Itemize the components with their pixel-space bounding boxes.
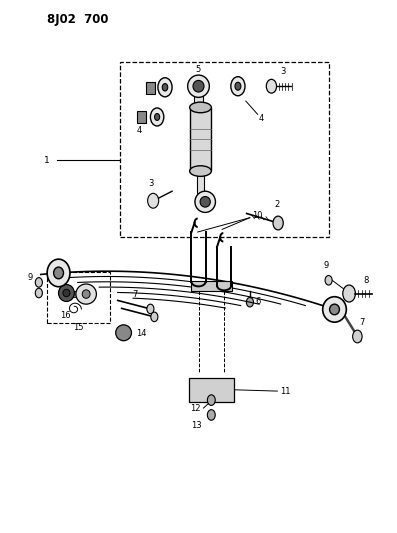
Bar bbox=[146, 82, 155, 94]
Bar bbox=[190, 108, 211, 171]
Bar bbox=[191, 281, 232, 291]
Bar bbox=[197, 171, 204, 193]
Ellipse shape bbox=[154, 114, 160, 120]
Circle shape bbox=[247, 297, 253, 307]
Text: 12: 12 bbox=[190, 403, 201, 413]
Ellipse shape bbox=[150, 108, 164, 126]
Bar bbox=[189, 378, 234, 402]
Text: 9: 9 bbox=[324, 261, 329, 270]
Ellipse shape bbox=[190, 102, 211, 113]
Ellipse shape bbox=[200, 197, 210, 207]
Circle shape bbox=[147, 304, 154, 314]
Text: 8: 8 bbox=[363, 276, 369, 285]
Text: 3: 3 bbox=[148, 179, 154, 188]
Bar bbox=[194, 87, 203, 108]
Text: 15: 15 bbox=[73, 323, 83, 332]
Circle shape bbox=[266, 79, 277, 93]
Text: 11: 11 bbox=[280, 386, 291, 395]
Circle shape bbox=[151, 312, 158, 321]
Text: 4: 4 bbox=[137, 126, 142, 135]
Text: 10: 10 bbox=[252, 211, 263, 220]
Ellipse shape bbox=[235, 82, 241, 90]
Bar bbox=[137, 111, 146, 123]
Circle shape bbox=[353, 330, 362, 343]
Circle shape bbox=[148, 193, 159, 208]
Text: 7: 7 bbox=[132, 289, 137, 298]
Ellipse shape bbox=[63, 289, 70, 297]
Ellipse shape bbox=[58, 285, 74, 302]
Ellipse shape bbox=[330, 304, 339, 315]
Ellipse shape bbox=[323, 297, 346, 322]
Text: 8J02  700: 8J02 700 bbox=[47, 13, 108, 27]
Circle shape bbox=[207, 395, 215, 406]
Circle shape bbox=[325, 276, 332, 285]
Ellipse shape bbox=[188, 75, 209, 98]
Text: 1: 1 bbox=[44, 156, 50, 165]
Ellipse shape bbox=[162, 84, 168, 91]
Bar bbox=[66, 292, 91, 297]
Circle shape bbox=[343, 285, 355, 302]
Ellipse shape bbox=[76, 284, 96, 304]
Circle shape bbox=[35, 288, 42, 298]
Text: 4: 4 bbox=[259, 114, 264, 123]
Ellipse shape bbox=[231, 77, 245, 96]
Text: 7: 7 bbox=[359, 318, 365, 327]
Text: 9: 9 bbox=[27, 272, 33, 281]
Text: 16: 16 bbox=[60, 311, 71, 320]
Ellipse shape bbox=[190, 166, 211, 176]
Ellipse shape bbox=[193, 80, 204, 92]
Ellipse shape bbox=[116, 325, 131, 341]
Text: 13: 13 bbox=[191, 421, 202, 430]
Circle shape bbox=[207, 410, 215, 420]
Text: 3: 3 bbox=[281, 67, 286, 76]
Ellipse shape bbox=[158, 78, 172, 97]
Text: 6: 6 bbox=[255, 296, 260, 305]
Ellipse shape bbox=[82, 290, 90, 298]
Ellipse shape bbox=[54, 267, 64, 279]
Text: 5: 5 bbox=[196, 64, 201, 74]
Text: 14: 14 bbox=[136, 329, 146, 338]
Text: 2: 2 bbox=[274, 200, 279, 209]
Ellipse shape bbox=[195, 191, 216, 213]
Ellipse shape bbox=[47, 259, 70, 287]
Circle shape bbox=[273, 216, 283, 230]
Circle shape bbox=[35, 278, 42, 287]
